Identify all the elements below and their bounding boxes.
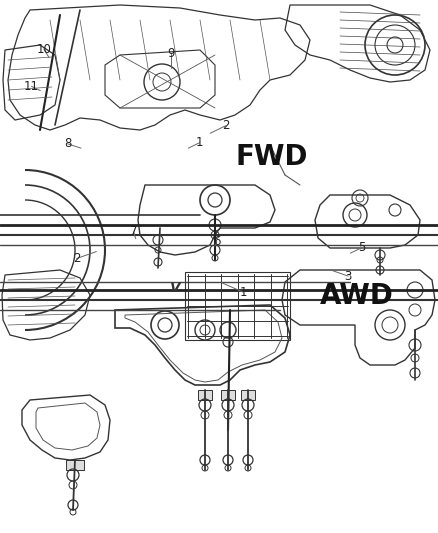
Text: 10: 10 — [36, 43, 51, 55]
Text: 7: 7 — [130, 225, 138, 238]
Polygon shape — [198, 390, 212, 400]
Text: V: V — [170, 281, 180, 295]
Text: 1: 1 — [195, 136, 203, 149]
Text: 2: 2 — [73, 252, 81, 265]
Text: 8: 8 — [64, 138, 71, 150]
Text: 1: 1 — [239, 286, 247, 298]
Polygon shape — [221, 390, 235, 400]
Text: 3: 3 — [345, 270, 352, 282]
Text: 9: 9 — [167, 47, 175, 60]
Text: AWD: AWD — [320, 282, 394, 310]
Polygon shape — [241, 390, 255, 400]
Text: 5: 5 — [358, 241, 365, 254]
Text: FWD: FWD — [235, 143, 308, 171]
Text: 2: 2 — [222, 119, 230, 132]
Text: 11: 11 — [24, 80, 39, 93]
Polygon shape — [66, 460, 84, 470]
Text: 6: 6 — [213, 235, 221, 248]
